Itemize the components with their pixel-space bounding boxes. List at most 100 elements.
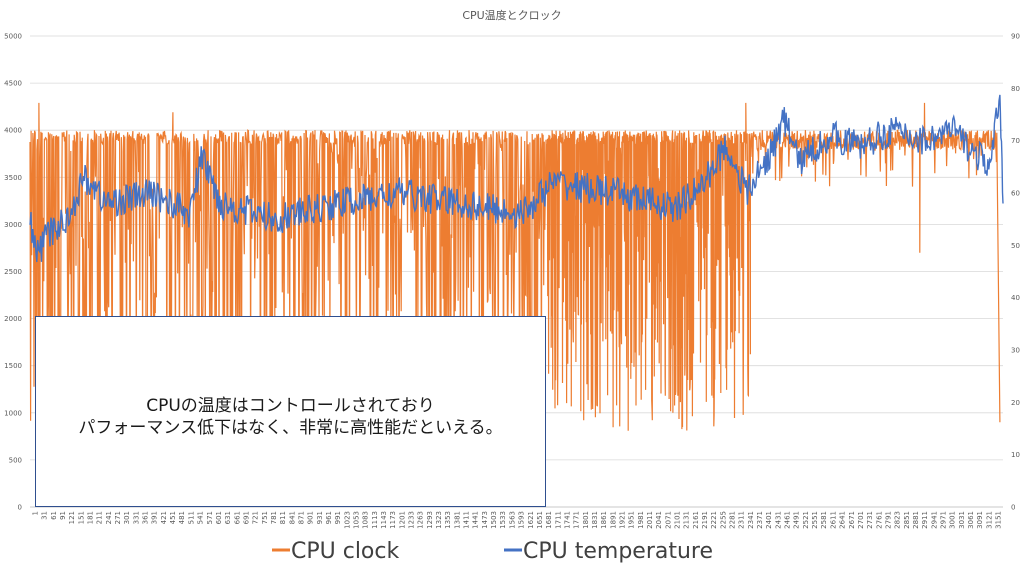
x-tick-label: 1083: [362, 511, 370, 529]
x-tick-label: 301: [123, 511, 131, 524]
x-tick-label: 1293: [426, 511, 434, 529]
x-tick-label: 2941: [930, 511, 938, 529]
x-tick-label: 991: [334, 511, 342, 524]
legend-temp-label: CPU temperature: [523, 539, 713, 564]
x-tick-label: 1323: [435, 511, 443, 529]
x-tick-label: 2371: [756, 511, 764, 529]
x-tick-label: 901: [307, 511, 315, 524]
x-tick-label: 3151: [995, 511, 1003, 529]
y-right-tick-label: 90: [1011, 33, 1020, 41]
x-tick-label: 811: [279, 511, 287, 524]
x-tick-label: 2823: [894, 511, 902, 529]
x-tick-label: 2761: [875, 511, 883, 529]
x-tick-label: 1263: [417, 511, 425, 529]
x-tick-label: 2671: [848, 511, 856, 529]
y-axis-right: 0 10 20 30 40 50 60 70 80 90: [1011, 33, 1020, 512]
x-tick-label: 181: [87, 511, 95, 524]
y-right-tick-label: 40: [1011, 294, 1020, 302]
x-tick-label: 931: [316, 511, 324, 524]
x-tick-label: 1173: [389, 511, 397, 529]
y-right-tick-label: 0: [1011, 504, 1015, 512]
x-tick-label: 241: [105, 511, 113, 524]
x-tick-label: 2011: [646, 511, 654, 529]
y-right-tick-label: 20: [1011, 399, 1020, 407]
x-tick-label: 1593: [518, 511, 526, 529]
x-tick-label: 1981: [637, 511, 645, 529]
x-tick-label: 121: [68, 511, 76, 524]
y-right-tick-label: 70: [1011, 137, 1020, 145]
x-tick-label: 2911: [921, 511, 929, 529]
x-tick-label: 1651: [536, 511, 544, 529]
series-cpu-temperature-line: [29, 94, 1004, 263]
x-tick-label: 1681: [545, 511, 553, 529]
x-tick-label: 1951: [628, 511, 636, 529]
x-tick-label: 841: [288, 511, 296, 524]
x-tick-label: 1861: [600, 511, 608, 529]
x-tick-label: 271: [114, 511, 122, 524]
x-tick-label: 2161: [692, 511, 700, 529]
x-tick-label: 1891: [609, 511, 617, 529]
y-left-tick-label: 4500: [4, 80, 22, 88]
x-tick-label: 1533: [499, 511, 507, 529]
x-tick-label: 2491: [793, 511, 801, 529]
x-tick-label: 571: [206, 511, 214, 524]
x-tick-label: 1711: [554, 511, 562, 529]
x-axis: 1 31 61 91 121 151 181 211 241 271 301 331 361 391 421…: [30, 506, 1003, 529]
y-left-tick-label: 1500: [4, 362, 22, 370]
legend-clock-label: CPU clock: [291, 539, 399, 564]
x-tick-label: 2971: [939, 511, 947, 529]
annotation-line-1: CPUの温度はコントロールされており: [146, 395, 435, 416]
x-tick-label: 1353: [444, 511, 452, 529]
x-tick-label: 691: [242, 511, 250, 524]
y-left-tick-label: 0: [18, 504, 22, 512]
x-tick-label: 601: [215, 511, 223, 524]
x-tick-label: 421: [160, 511, 168, 524]
x-tick-label: 2731: [866, 511, 874, 529]
x-tick-label: 1741: [563, 511, 571, 529]
y-left-tick-label: 5000: [4, 33, 22, 41]
y-left-tick-label: 500: [9, 456, 22, 464]
x-tick-label: 361: [142, 511, 150, 524]
x-tick-label: 2255: [719, 511, 727, 529]
x-tick-label: 2221: [710, 511, 718, 529]
x-tick-label: 31: [41, 511, 49, 520]
x-tick-label: 1143: [380, 511, 388, 529]
x-tick-label: 631: [224, 511, 232, 524]
x-tick-label: 2041: [655, 511, 663, 529]
x-tick-label: 2191: [701, 511, 709, 529]
y-left-tick-label: 4000: [4, 127, 22, 135]
x-tick-label: 751: [261, 511, 269, 524]
y-right-tick-label: 30: [1011, 347, 1020, 355]
x-tick-label: 3121: [985, 511, 993, 529]
x-tick-label: 91: [59, 511, 67, 520]
x-tick-label: 2431: [774, 511, 782, 529]
x-tick-label: 1503: [490, 511, 498, 529]
series-cpu-clock-line: [29, 102, 1001, 432]
y-right-tick-label: 10: [1011, 451, 1020, 459]
x-tick-label: 2521: [802, 511, 810, 529]
x-tick-label: 1473: [481, 511, 489, 529]
x-tick-label: 1411: [463, 511, 471, 529]
x-tick-label: 1381: [453, 511, 461, 529]
y-left-tick-label: 3000: [4, 221, 22, 229]
y-axis-left: 0 500 1000 1500 2000 2500 3000 3500 4000 4500 5000: [4, 33, 22, 512]
x-tick-label: 781: [270, 511, 278, 524]
chart-title: CPU温度とクロック: [462, 8, 561, 22]
y-right-tick-label: 50: [1011, 242, 1020, 250]
x-tick-label: 2791: [884, 511, 892, 529]
x-tick-label: 391: [151, 511, 159, 524]
x-tick-label: 3061: [967, 511, 975, 529]
x-tick-label: 2551: [811, 511, 819, 529]
x-tick-label: 2341: [747, 511, 755, 529]
annotation-line-2: パフォーマンス低下はなく、非常に高性能だといえる。: [78, 417, 503, 438]
x-tick-label: 2281: [729, 511, 737, 529]
x-tick-label: 541: [197, 511, 205, 524]
x-tick-label: 2581: [820, 511, 828, 529]
x-tick-label: 3091: [976, 511, 984, 529]
x-tick-label: 871: [297, 511, 305, 524]
x-tick-label: 721: [252, 511, 260, 524]
x-tick-label: 2851: [903, 511, 911, 529]
series-group: [29, 94, 1004, 432]
x-tick-label: 661: [233, 511, 241, 524]
